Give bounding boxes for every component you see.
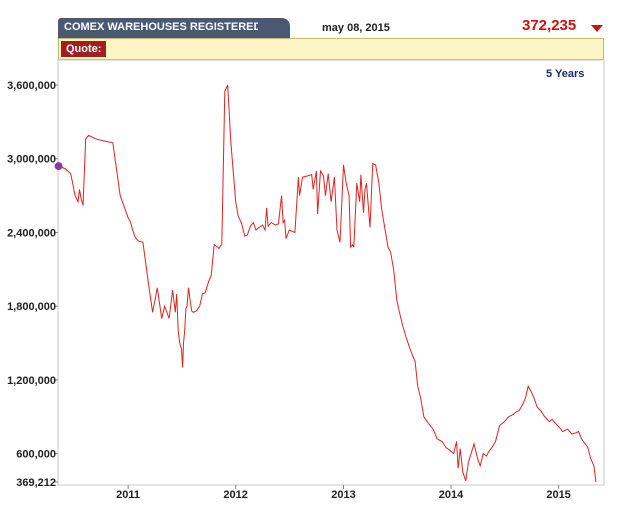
range-label: 5 Years bbox=[546, 68, 585, 80]
x-tick-label: 2012 bbox=[223, 489, 247, 501]
quote-bar: Quote: bbox=[58, 38, 604, 60]
x-tick-label: 2013 bbox=[331, 489, 355, 501]
chart-title: COMEX WAREHOUSES REGISTERED G bbox=[64, 21, 258, 33]
quote-label: Quote: bbox=[61, 41, 107, 57]
y-tick-label: 2,400,000 bbox=[7, 227, 56, 239]
x-tick-label: 2014 bbox=[439, 489, 464, 501]
y-tick-label: 1,200,000 bbox=[7, 375, 56, 387]
y-tick-label: 600,000 bbox=[16, 449, 56, 461]
y-axis: 3,600,000 3,000,000 2,400,000 1,800,000 1,20… bbox=[7, 80, 58, 489]
y-tick-label: 3,600,000 bbox=[7, 80, 56, 92]
x-tick-label: 2015 bbox=[546, 489, 570, 501]
y-tick-label: 3,000,000 bbox=[7, 154, 56, 166]
series-line bbox=[58, 84, 597, 483]
x-tick-label: 2011 bbox=[116, 489, 140, 501]
last-price: 372,235 bbox=[522, 17, 577, 34]
y-tick-label: 369,212 bbox=[16, 477, 56, 489]
start-marker bbox=[54, 162, 63, 171]
chart-title-tab: COMEX WAREHOUSES REGISTERED G bbox=[58, 18, 290, 38]
down-arrow-icon bbox=[591, 25, 603, 32]
y-tick-label: 1,800,000 bbox=[7, 301, 56, 313]
chart-frame bbox=[57, 59, 605, 486]
quote-date: may 08, 2015 bbox=[322, 22, 390, 34]
x-axis: 2011 2012 2013 2014 2015 bbox=[116, 485, 571, 501]
